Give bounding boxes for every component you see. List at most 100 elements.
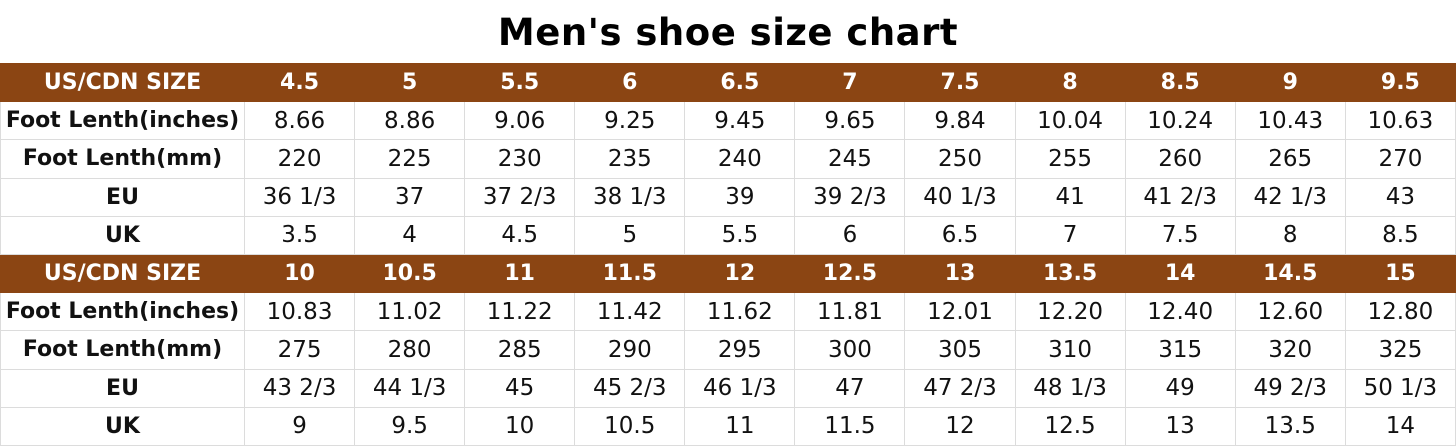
table-cell: 9.65 <box>794 101 906 141</box>
size-header-cell: 14.5 <box>1234 253 1346 294</box>
size-header-cell: 5.5 <box>464 62 576 103</box>
table-cell: 9.06 <box>464 101 576 141</box>
table-cell: 235 <box>574 139 686 179</box>
table-cell: 8.5 <box>1344 215 1456 255</box>
table-cell: 305 <box>904 330 1016 370</box>
table-cell: 11.02 <box>354 292 466 332</box>
size-header-cell: 11 <box>464 253 576 294</box>
table-cell: 310 <box>1014 330 1126 370</box>
table-cell: 325 <box>1344 330 1456 370</box>
table-cell: 10 <box>464 406 576 446</box>
size-header-cell: 12 <box>684 253 796 294</box>
table-cell: 9.45 <box>684 101 796 141</box>
header-row: US/CDN SIZE 4.5 5 5.5 6 6.5 7 7.5 8 8.5 9 9.5 <box>0 62 1456 103</box>
table-cell: 13 <box>1124 406 1236 446</box>
table-cell: 12.01 <box>904 292 1016 332</box>
size-header-cell: 14 <box>1124 253 1236 294</box>
table-cell: 8.86 <box>354 101 466 141</box>
table-cell: 255 <box>1014 139 1126 179</box>
table-cell: 9.25 <box>574 101 686 141</box>
table-cell: 47 2/3 <box>904 368 1016 408</box>
size-header-cell: 6 <box>574 62 686 103</box>
row-label: US/CDN SIZE <box>0 62 245 103</box>
table-cell: 43 <box>1344 177 1456 217</box>
table-cell: 37 <box>354 177 466 217</box>
table-cell: 250 <box>904 139 1016 179</box>
table-cell: 14 <box>1344 406 1456 446</box>
table-cell: 3.5 <box>243 215 356 255</box>
table-cell: 42 1/3 <box>1234 177 1346 217</box>
table-cell: 300 <box>794 330 906 370</box>
table-cell: 12.60 <box>1234 292 1346 332</box>
table-cell: 295 <box>684 330 796 370</box>
size-header-cell: 9 <box>1234 62 1346 103</box>
table-cell: 47 <box>794 368 906 408</box>
row-label: UK <box>0 215 245 255</box>
row-label: US/CDN SIZE <box>0 253 245 294</box>
table-cell: 10.24 <box>1124 101 1236 141</box>
table-cell: 265 <box>1234 139 1346 179</box>
table-cell: 44 1/3 <box>354 368 466 408</box>
table-row: EU 43 2/3 44 1/3 45 45 2/3 46 1/3 47 47 2/3 48 1… <box>0 368 1456 408</box>
size-header-cell: 11.5 <box>574 253 686 294</box>
table-row: UK 3.5 4 4.5 5 5.5 6 6.5 7 7.5 8 8.5 <box>0 215 1456 255</box>
table-cell: 5.5 <box>684 215 796 255</box>
size-header-cell: 7 <box>794 62 906 103</box>
table-cell: 9.5 <box>354 406 466 446</box>
table-cell: 12.80 <box>1344 292 1456 332</box>
table-cell: 12.5 <box>1014 406 1126 446</box>
table-cell: 280 <box>354 330 466 370</box>
table-cell: 220 <box>243 139 356 179</box>
size-header-cell: 13 <box>904 253 1016 294</box>
table-row: EU 36 1/3 37 37 2/3 38 1/3 39 39 2/3 40 1/3 41 41… <box>0 177 1456 217</box>
table-cell: 50 1/3 <box>1344 368 1456 408</box>
row-label: Foot Lenth(inches) <box>0 101 245 141</box>
size-header-cell: 12.5 <box>794 253 906 294</box>
row-label: Foot Lenth(inches) <box>0 292 245 332</box>
size-header-cell: 8 <box>1014 62 1126 103</box>
row-label: EU <box>0 177 245 217</box>
table-cell: 11.62 <box>684 292 796 332</box>
table-cell: 11.81 <box>794 292 906 332</box>
table-cell: 37 2/3 <box>464 177 576 217</box>
table-cell: 240 <box>684 139 796 179</box>
table-cell: 49 2/3 <box>1234 368 1346 408</box>
table-cell: 48 1/3 <box>1014 368 1126 408</box>
size-header-cell: 5 <box>354 62 466 103</box>
table-cell: 9 <box>243 406 356 446</box>
table-cell: 4.5 <box>464 215 576 255</box>
table-cell: 5 <box>574 215 686 255</box>
table-cell: 10.5 <box>574 406 686 446</box>
table-cell: 6 <box>794 215 906 255</box>
table-row: UK 9 9.5 10 10.5 11 11.5 12 12.5 13 13.5 14 <box>0 406 1456 446</box>
table-cell: 12.40 <box>1124 292 1236 332</box>
table-cell: 12 <box>904 406 1016 446</box>
page-title: Men's shoe size chart <box>497 11 959 54</box>
table-cell: 315 <box>1124 330 1236 370</box>
table-row: Foot Lenth(inches) 8.66 8.86 9.06 9.25 9.45 9.… <box>0 101 1456 141</box>
table-cell: 45 <box>464 368 576 408</box>
table-cell: 11.42 <box>574 292 686 332</box>
table-cell: 13.5 <box>1234 406 1346 446</box>
table-cell: 39 2/3 <box>794 177 906 217</box>
size-header-cell: 8.5 <box>1124 62 1236 103</box>
table-row: Foot Lenth(inches) 10.83 11.02 11.22 11.42 11… <box>0 292 1456 332</box>
table-cell: 8.66 <box>243 101 356 141</box>
table-cell: 39 <box>684 177 796 217</box>
row-label: Foot Lenth(mm) <box>0 139 245 179</box>
table-cell: 10.43 <box>1234 101 1346 141</box>
table-cell: 4 <box>354 215 466 255</box>
table-cell: 45 2/3 <box>574 368 686 408</box>
size-header-cell: 7.5 <box>904 62 1016 103</box>
size-header-cell: 6.5 <box>684 62 796 103</box>
table-cell: 270 <box>1344 139 1456 179</box>
table-cell: 12.20 <box>1014 292 1126 332</box>
table-cell: 320 <box>1234 330 1346 370</box>
header-row: US/CDN SIZE 10 10.5 11 11.5 12 12.5 13 13.5 14 14.… <box>0 253 1456 294</box>
table-cell: 43 2/3 <box>243 368 356 408</box>
table-cell: 40 1/3 <box>904 177 1016 217</box>
table-cell: 10.83 <box>243 292 356 332</box>
table-cell: 7.5 <box>1124 215 1236 255</box>
table-cell: 260 <box>1124 139 1236 179</box>
table-cell: 7 <box>1014 215 1126 255</box>
